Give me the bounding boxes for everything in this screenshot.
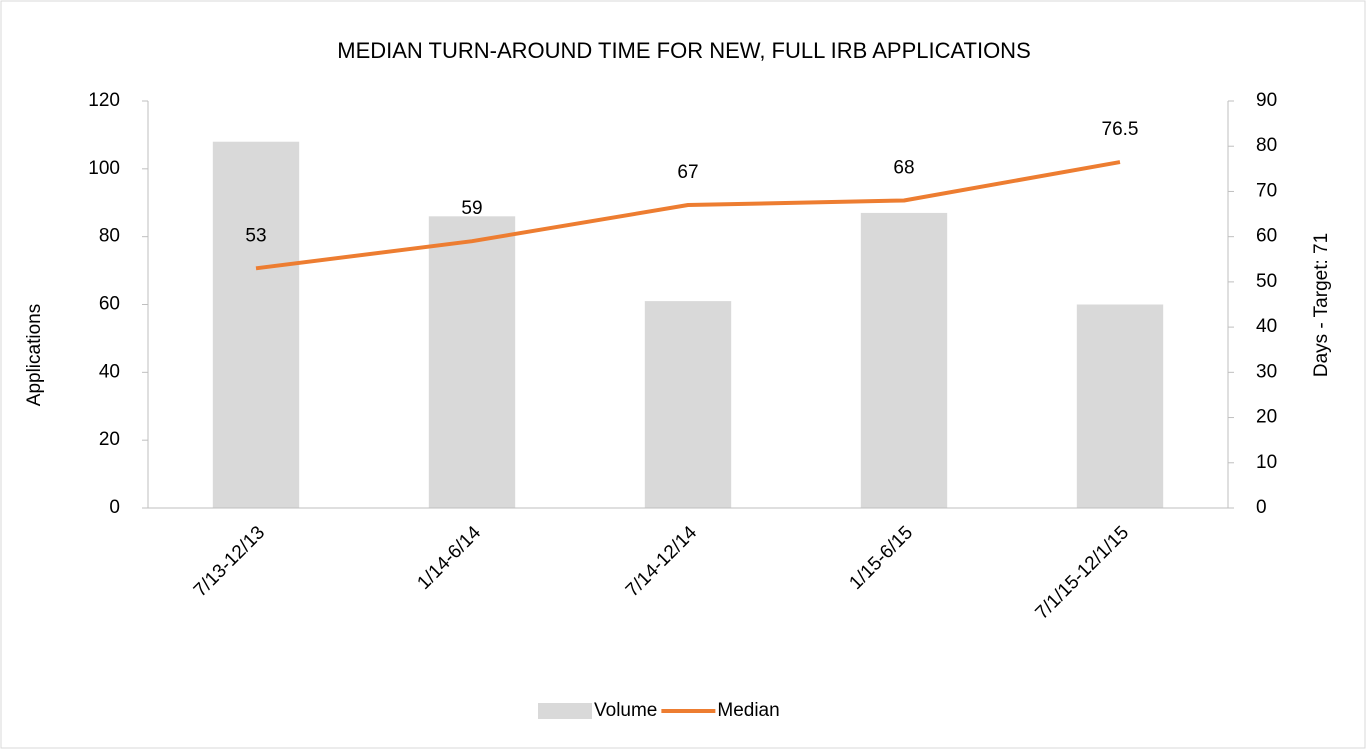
bar: [212, 141, 300, 508]
bar: [644, 301, 732, 508]
data-label: 67: [677, 162, 698, 183]
y-tick-label: 80: [99, 226, 120, 247]
bar: [860, 212, 948, 509]
y-axis-label: Applications: [24, 304, 45, 406]
line: [255, 160, 1121, 271]
data-label: 68: [893, 158, 914, 179]
data-label: 53: [245, 225, 266, 246]
y-tick-label: 40: [99, 361, 120, 382]
y2-tick-label: 80: [1256, 135, 1277, 156]
y-tick-label: 60: [99, 294, 120, 315]
bar: [1076, 304, 1164, 508]
legend-label: Median: [717, 700, 779, 721]
y-tick-label: 100: [88, 158, 120, 179]
y2-tick-label: 0: [1256, 497, 1267, 518]
bar: [428, 216, 516, 509]
legend-swatch: [538, 703, 592, 719]
y2-tick-label: 30: [1256, 361, 1277, 382]
y2-tick-label: 50: [1256, 271, 1277, 292]
y-tick-label: 0: [109, 497, 120, 518]
y2-tick-label: 40: [1256, 316, 1277, 337]
chart-title: MEDIAN TURN-AROUND TIME FOR NEW, FULL IR…: [337, 38, 1031, 63]
y2-axis-label: Days - Target: 71: [1311, 233, 1332, 377]
y2-tick-label: 70: [1256, 180, 1277, 201]
y2-tick-label: 20: [1256, 407, 1277, 428]
legend-label: Volume: [594, 700, 657, 721]
y2-tick-label: 60: [1256, 226, 1277, 247]
y2-tick-label: 90: [1256, 90, 1277, 111]
data-label: 76.5: [1102, 119, 1139, 140]
y2-tick-label: 10: [1256, 452, 1277, 473]
y-tick-label: 120: [88, 90, 120, 111]
y-tick-label: 20: [99, 429, 120, 450]
data-label: 59: [461, 198, 482, 219]
